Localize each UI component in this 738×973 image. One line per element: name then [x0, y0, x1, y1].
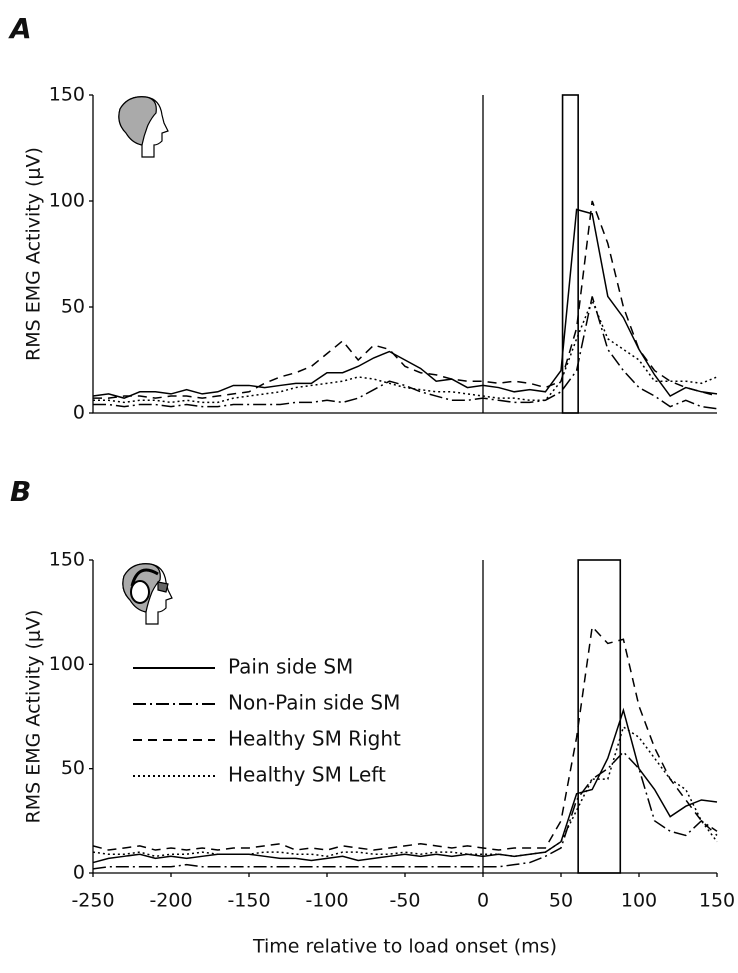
x-tick-label: -200: [149, 890, 192, 912]
legend-label: Healthy SM Right: [228, 727, 401, 751]
x-tick-label: 150: [699, 890, 735, 912]
y-tick-label: 100: [49, 653, 85, 675]
y-tick-label: 100: [49, 190, 85, 212]
series-line: [92, 208, 718, 399]
series-line: [92, 725, 718, 858]
y-tick-label: 0: [73, 862, 85, 884]
y-tick-label: 150: [49, 84, 85, 106]
y-tick-label: 50: [61, 757, 85, 779]
axis-line: [92, 560, 717, 874]
head-icon: [122, 563, 173, 625]
x-tick-label: 50: [549, 890, 573, 912]
series-line: [92, 625, 718, 851]
x-tick-label: -50: [389, 890, 420, 912]
x-tick-label: -250: [71, 890, 114, 912]
x-tick-label: 100: [621, 890, 657, 912]
highlight-window: [561, 94, 579, 414]
series-line: [93, 296, 718, 410]
y-tick-label: 0: [73, 402, 85, 424]
panel-label: A: [8, 12, 32, 45]
legend-label: Healthy SM Left: [228, 763, 386, 787]
x-tick-label: -100: [305, 890, 348, 912]
y-tick-label: 50: [61, 296, 85, 318]
head-icon: [118, 96, 169, 158]
series-line: [92, 707, 718, 864]
series-line: [93, 298, 718, 404]
y-axis-label: RMS EMG Activity (μV): [23, 610, 45, 824]
legend-label: Pain side SM: [228, 655, 353, 679]
series-line: [92, 750, 718, 870]
legend-label: Non-Pain side SM: [228, 691, 400, 715]
y-tick-label: 150: [49, 549, 85, 571]
series-line: [93, 200, 718, 399]
x-tick-label: -150: [227, 890, 270, 912]
panel-label: B: [10, 475, 31, 508]
y-axis-label: RMS EMG Activity (μV): [23, 147, 45, 361]
x-tick-label: 0: [477, 890, 489, 912]
x-axis-label: Time relative to load onset (ms): [252, 936, 557, 958]
highlight-window: [577, 559, 622, 874]
